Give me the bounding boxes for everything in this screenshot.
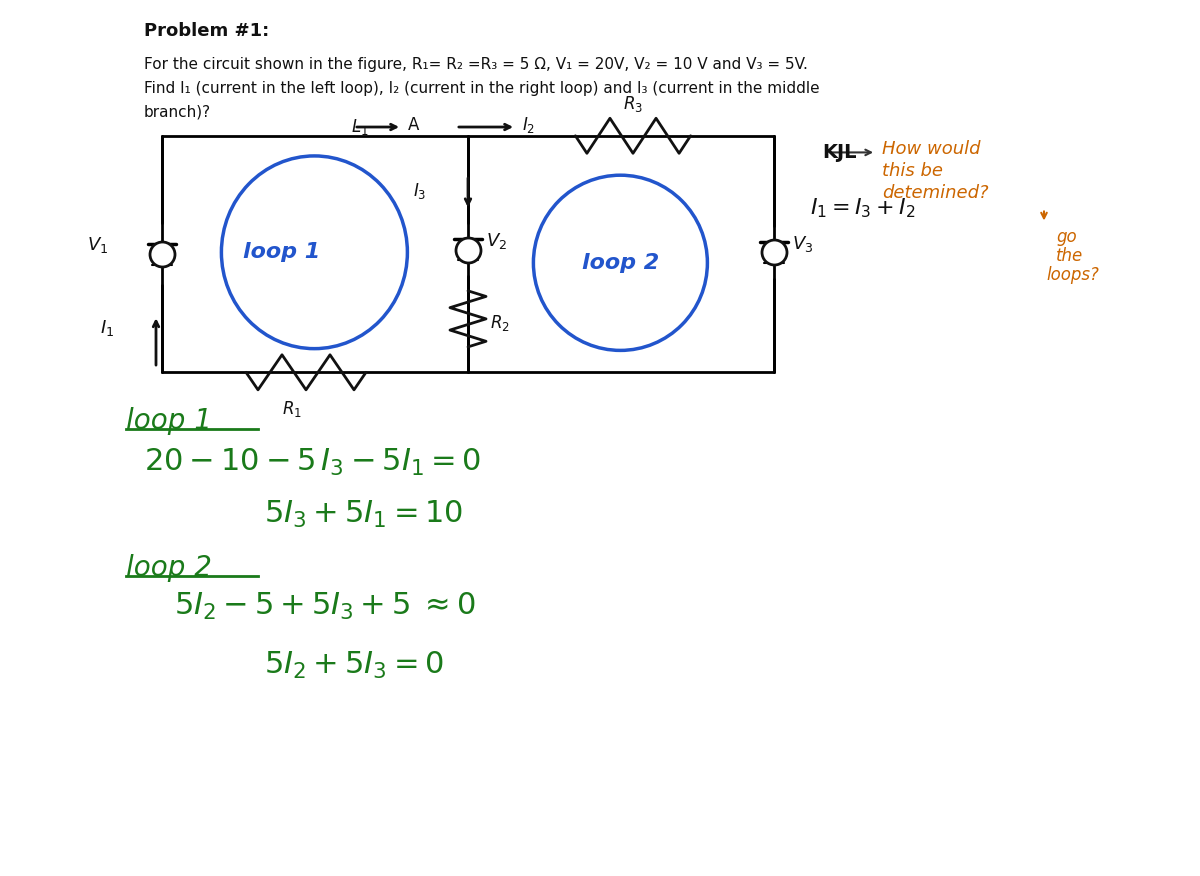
Text: $I_1$: $I_1$ [100, 319, 114, 338]
Text: $5I_2-5+5I_3+5\;\approx 0$: $5I_2-5+5I_3+5\;\approx 0$ [174, 591, 476, 623]
Text: go: go [1056, 228, 1076, 246]
Text: $V_1$: $V_1$ [86, 236, 108, 255]
Text: loop 1: loop 1 [126, 407, 212, 435]
Text: $V_3$: $V_3$ [792, 234, 814, 253]
Text: this be: this be [882, 162, 943, 180]
Text: How would: How would [882, 140, 980, 159]
Text: $5I_3 + 5I_1 = 10$: $5I_3 + 5I_1 = 10$ [264, 499, 463, 531]
Text: $I_1 = I_3 + I_2$: $I_1 = I_3 + I_2$ [810, 197, 916, 220]
Text: $I_3$: $I_3$ [413, 181, 426, 201]
Text: detemined?: detemined? [882, 184, 989, 202]
Text: $5I_2+5I_3 = 0$: $5I_2+5I_3 = 0$ [264, 650, 444, 682]
Text: loops?: loops? [1046, 266, 1099, 285]
Text: $I_2$: $I_2$ [522, 116, 535, 135]
Text: loop 2: loop 2 [126, 554, 212, 582]
Text: loop 2: loop 2 [582, 253, 659, 272]
Text: $L_1$: $L_1$ [352, 117, 368, 137]
Text: $R_1$: $R_1$ [282, 399, 301, 419]
Text: A: A [408, 117, 420, 134]
Text: $R_2$: $R_2$ [490, 314, 510, 333]
Text: branch)?: branch)? [144, 104, 211, 119]
Text: $20-10-5\,I_3-5I_1 = 0$: $20-10-5\,I_3-5I_1 = 0$ [144, 447, 481, 478]
Text: the: the [1056, 247, 1084, 265]
Text: loop 1: loop 1 [244, 243, 320, 262]
Text: $V_2$: $V_2$ [486, 231, 508, 251]
Text: For the circuit shown in the figure, R₁= R₂ =R₃ = 5 Ω, V₁ = 20V, V₂ = 10 V and V: For the circuit shown in the figure, R₁=… [144, 57, 808, 72]
Text: KJL: KJL [823, 143, 857, 162]
Text: Problem #1:: Problem #1: [144, 22, 269, 40]
Text: Find I₁ (current in the left loop), I₂ (current in the right loop) and I₃ (curre: Find I₁ (current in the left loop), I₂ (… [144, 81, 820, 95]
Text: $R_3$: $R_3$ [623, 94, 643, 114]
